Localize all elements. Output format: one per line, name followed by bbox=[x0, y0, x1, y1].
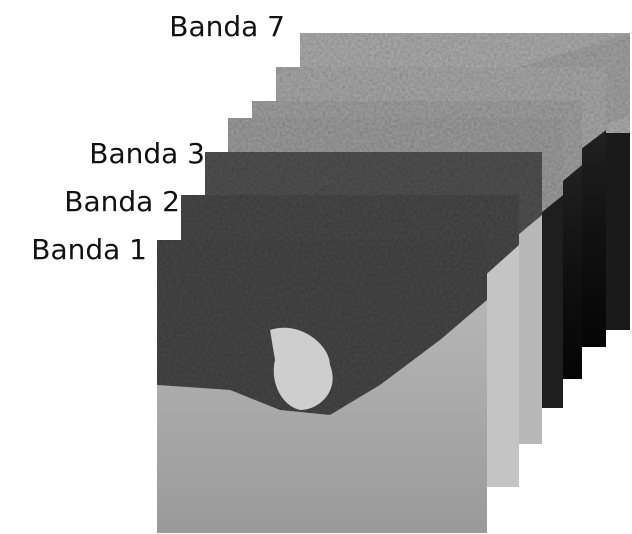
band-stack-diagram: Banda 7 Banda 3 Banda 2 Banda 1 bbox=[0, 0, 632, 534]
band-label: Banda 1 bbox=[31, 233, 147, 266]
band-1-image bbox=[157, 240, 487, 533]
band-label: Banda 7 bbox=[169, 10, 285, 43]
band-label: Banda 3 bbox=[89, 137, 205, 170]
band-label: Banda 2 bbox=[64, 185, 180, 218]
